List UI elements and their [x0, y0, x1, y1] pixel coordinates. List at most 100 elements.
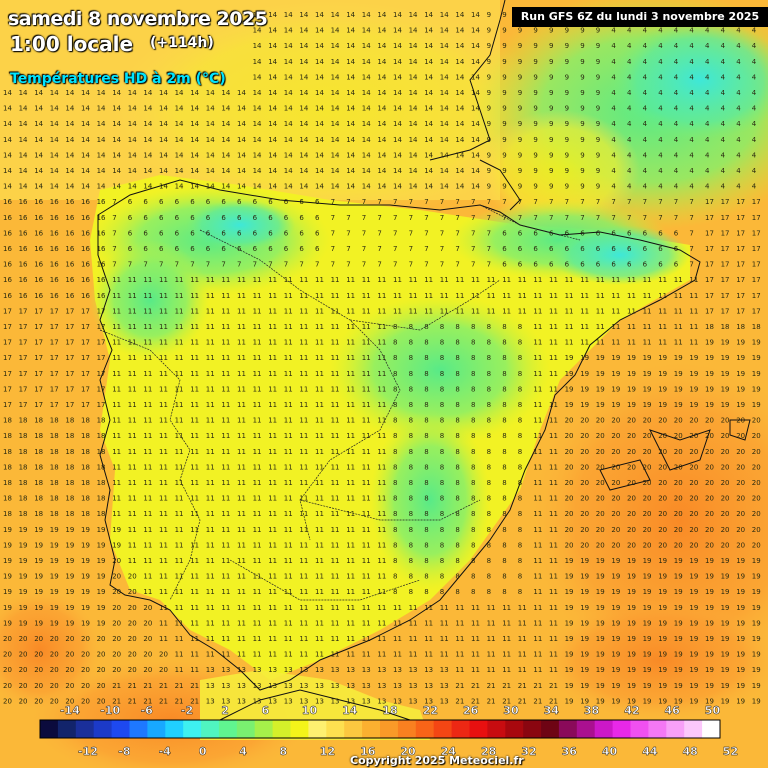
svg-text:17: 17	[721, 276, 730, 284]
svg-text:11: 11	[346, 588, 355, 596]
svg-text:14: 14	[268, 42, 277, 50]
svg-text:6: 6	[284, 229, 289, 237]
svg-text:14: 14	[346, 27, 355, 35]
svg-text:19: 19	[627, 697, 636, 705]
svg-text:16: 16	[97, 229, 106, 237]
svg-text:11: 11	[331, 619, 340, 627]
svg-text:14: 14	[112, 89, 121, 97]
svg-text:20: 20	[752, 448, 761, 456]
svg-text:7: 7	[455, 214, 459, 222]
svg-text:8: 8	[440, 339, 444, 347]
svg-text:16: 16	[19, 292, 28, 300]
svg-text:11: 11	[393, 276, 402, 284]
svg-text:20: 20	[689, 448, 698, 456]
svg-text:11: 11	[455, 276, 464, 284]
svg-text:20: 20	[580, 541, 589, 549]
svg-text:19: 19	[658, 370, 667, 378]
svg-text:14: 14	[362, 73, 371, 81]
svg-text:17: 17	[3, 307, 12, 315]
svg-text:8: 8	[455, 479, 459, 487]
svg-text:19: 19	[81, 526, 90, 534]
svg-text:11: 11	[253, 292, 262, 300]
svg-text:17: 17	[752, 245, 761, 253]
variable-title: Températures HD à 2m (°C)	[10, 71, 226, 87]
svg-text:4: 4	[705, 89, 710, 97]
svg-text:14: 14	[455, 183, 464, 191]
svg-text:14: 14	[3, 105, 12, 113]
svg-text:8: 8	[502, 354, 506, 362]
svg-text:14: 14	[362, 120, 371, 128]
svg-text:11: 11	[331, 401, 340, 409]
svg-text:4: 4	[611, 183, 616, 191]
svg-text:19: 19	[19, 573, 28, 581]
svg-text:8: 8	[487, 588, 491, 596]
svg-text:7: 7	[393, 229, 397, 237]
svg-text:19: 19	[596, 354, 605, 362]
svg-text:8: 8	[409, 401, 413, 409]
svg-text:11: 11	[159, 557, 168, 565]
svg-text:6: 6	[206, 245, 211, 253]
svg-text:11: 11	[549, 479, 558, 487]
svg-text:19: 19	[752, 354, 761, 362]
svg-text:11: 11	[487, 292, 496, 300]
svg-text:11: 11	[377, 479, 386, 487]
svg-text:18: 18	[65, 432, 74, 440]
svg-text:6: 6	[627, 261, 632, 269]
svg-text:9: 9	[487, 58, 491, 66]
svg-text:14: 14	[268, 167, 277, 175]
svg-text:11: 11	[331, 573, 340, 581]
svg-text:14: 14	[424, 105, 433, 113]
svg-text:11: 11	[315, 339, 324, 347]
svg-text:11: 11	[143, 463, 152, 471]
svg-text:14: 14	[315, 120, 324, 128]
svg-text:19: 19	[3, 573, 12, 581]
svg-text:13: 13	[253, 682, 262, 690]
svg-text:14: 14	[206, 167, 215, 175]
svg-text:8: 8	[455, 401, 459, 409]
svg-text:16: 16	[65, 198, 74, 206]
svg-text:19: 19	[97, 573, 106, 581]
svg-text:17: 17	[19, 401, 28, 409]
svg-text:11: 11	[315, 323, 324, 331]
svg-text:18: 18	[19, 495, 28, 503]
svg-text:16: 16	[19, 229, 28, 237]
svg-text:7: 7	[502, 214, 506, 222]
svg-text:6: 6	[284, 198, 289, 206]
svg-text:20: 20	[3, 682, 12, 690]
svg-text:21: 21	[159, 682, 168, 690]
svg-text:11: 11	[299, 588, 308, 596]
svg-text:11: 11	[175, 557, 184, 565]
svg-text:19: 19	[19, 557, 28, 565]
svg-text:4: 4	[752, 120, 757, 128]
svg-text:6: 6	[502, 229, 507, 237]
svg-text:11: 11	[128, 463, 137, 471]
svg-text:8: 8	[471, 573, 475, 581]
svg-text:19: 19	[721, 682, 730, 690]
svg-text:20: 20	[159, 666, 168, 674]
svg-text:18: 18	[19, 448, 28, 456]
svg-text:18: 18	[736, 323, 745, 331]
svg-text:19: 19	[674, 354, 683, 362]
svg-text:14: 14	[299, 11, 308, 19]
svg-text:11: 11	[221, 510, 230, 518]
svg-text:11: 11	[284, 635, 293, 643]
svg-text:20: 20	[643, 432, 652, 440]
svg-text:19: 19	[736, 370, 745, 378]
svg-text:20: 20	[658, 510, 667, 518]
svg-text:17: 17	[19, 385, 28, 393]
svg-text:11: 11	[549, 354, 558, 362]
svg-text:14: 14	[315, 73, 324, 81]
svg-text:8: 8	[471, 370, 475, 378]
svg-text:20: 20	[736, 541, 745, 549]
svg-text:9: 9	[565, 105, 569, 113]
svg-text:11: 11	[315, 526, 324, 534]
svg-text:11: 11	[221, 448, 230, 456]
svg-text:11: 11	[268, 307, 277, 315]
svg-text:11: 11	[533, 666, 542, 674]
svg-text:11: 11	[377, 495, 386, 503]
svg-text:19: 19	[596, 619, 605, 627]
svg-text:11: 11	[143, 276, 152, 284]
svg-text:9: 9	[502, 73, 506, 81]
svg-text:6: 6	[175, 229, 180, 237]
svg-text:11: 11	[128, 526, 137, 534]
